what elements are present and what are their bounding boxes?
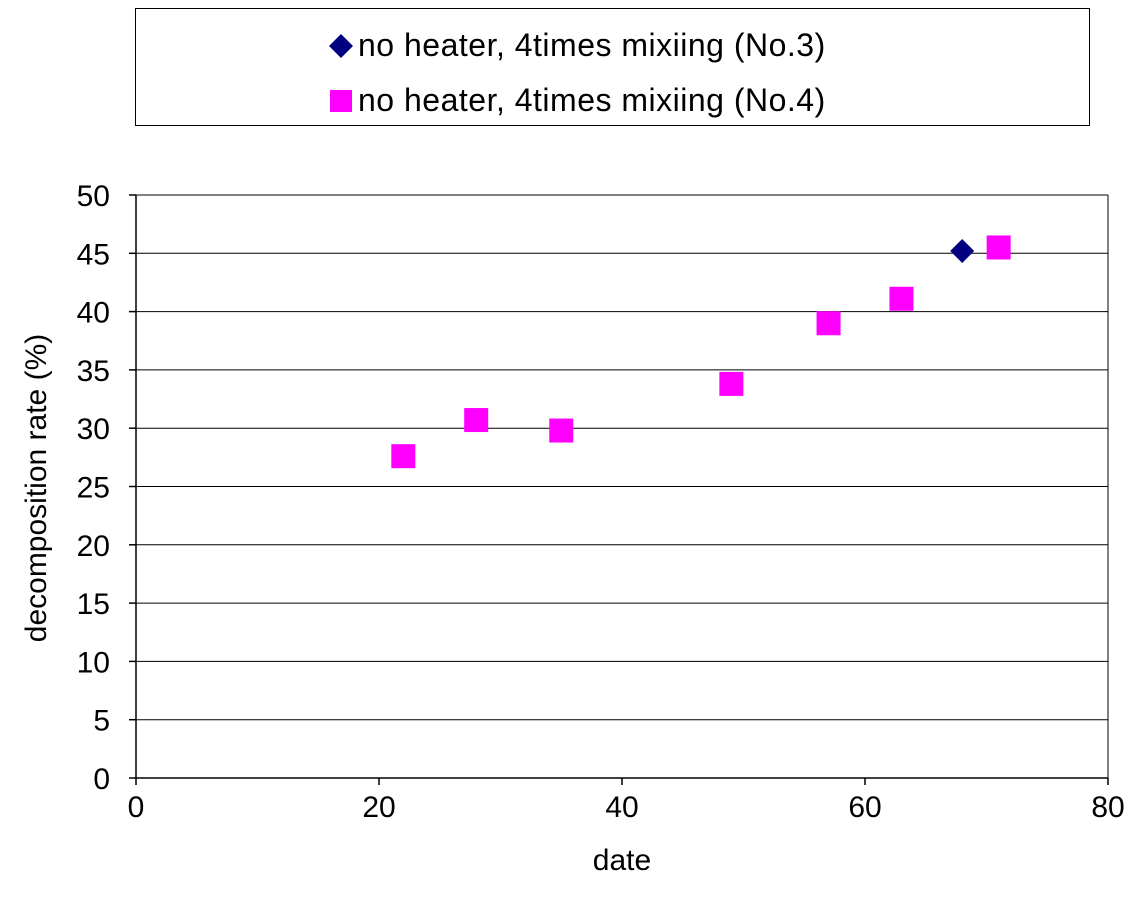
legend-label-no3: no heater, 4times mixiing (No.3) [358, 27, 826, 63]
chart-legend: no heater, 4times mixiing (No.3) no heat… [135, 8, 1090, 126]
x-tick-label-20: 20 [362, 791, 395, 824]
y-tick-label-50: 50 [77, 180, 110, 213]
x-tick-label-60: 60 [848, 791, 881, 824]
y-tick-label-25: 25 [77, 472, 110, 505]
data-point-s1-3 [719, 371, 744, 396]
y-tick-label-20: 20 [77, 530, 110, 563]
y-tick-label-5: 5 [93, 705, 110, 738]
y-tick-label-35: 35 [77, 355, 110, 388]
data-point-s1-4 [816, 311, 841, 336]
tick-labels: 0 5 10 15 20 25 30 35 40 45 50 0 20 40 60 80 [77, 180, 1125, 824]
data-point-s1-1 [464, 408, 489, 433]
legend-label-no4: no heater, 4times mixiing (No.4) [358, 82, 826, 118]
axes [129, 194, 1109, 785]
square-marker-icon [330, 89, 352, 112]
y-tick-label-10: 10 [77, 646, 110, 679]
grid-lines [136, 194, 1108, 721]
data-point-s1-6 [986, 235, 1011, 260]
y-tick-label-0: 0 [93, 763, 110, 796]
data-point-s1-0 [391, 444, 416, 469]
x-tick-label-40: 40 [605, 791, 638, 824]
y-axis-title: decomposition rate (%) [20, 334, 53, 642]
x-axis-title: date [593, 844, 651, 877]
y-tick-label-40: 40 [77, 297, 110, 330]
x-tick-label-80: 80 [1091, 791, 1124, 824]
data-point-s0-0 [950, 238, 975, 263]
data-point-s1-5 [889, 286, 914, 311]
y-tick-label-45: 45 [77, 238, 110, 271]
data-points [391, 235, 1011, 469]
legend-item-no3: no heater, 4times mixiing (No.3) [328, 27, 826, 64]
y-tick-label-15: 15 [77, 588, 110, 621]
x-tick-label-0: 0 [128, 791, 145, 824]
diamond-marker-icon [328, 33, 354, 59]
legend-item-no4: no heater, 4times mixiing (No.4) [328, 82, 826, 119]
data-point-s1-2 [549, 418, 574, 443]
y-tick-label-30: 30 [77, 413, 110, 446]
